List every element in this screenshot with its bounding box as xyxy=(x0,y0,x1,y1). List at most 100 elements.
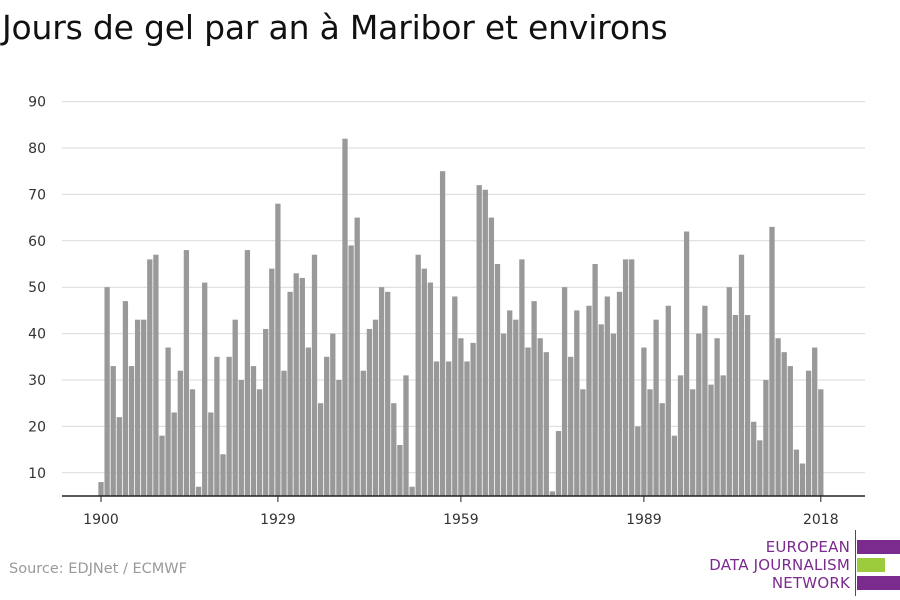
bar-1941 xyxy=(348,245,354,496)
bar-1916 xyxy=(195,486,202,496)
bar-1900 xyxy=(98,482,104,496)
y-tick-label-90: 90 xyxy=(28,95,46,111)
bar-1933 xyxy=(299,277,305,496)
bar-1909 xyxy=(153,254,159,496)
bar-1986 xyxy=(622,259,629,496)
bar-2008 xyxy=(757,440,763,496)
edjnet-logo[interactable]: EUROPEAN DATA JOURNALISM NETWORK xyxy=(700,530,900,596)
bar-1970 xyxy=(525,347,531,496)
y-tick-label-10: 10 xyxy=(28,466,46,482)
bar-1935 xyxy=(311,254,318,496)
y-tick-label-70: 70 xyxy=(28,187,46,203)
bar-1958 xyxy=(452,296,458,496)
bar-1977 xyxy=(568,356,574,496)
bar-2011 xyxy=(775,338,781,496)
bar-1925 xyxy=(250,366,257,496)
bar-1953 xyxy=(421,268,427,496)
bar-1962 xyxy=(476,185,482,496)
bar-1908 xyxy=(147,259,153,496)
bar-1982 xyxy=(598,324,604,496)
bar-1922 xyxy=(232,319,238,496)
bar-2001 xyxy=(714,338,720,496)
bar-1932 xyxy=(293,273,299,496)
bar-1938 xyxy=(330,333,336,496)
bar-1987 xyxy=(629,259,635,496)
bar-1918 xyxy=(208,412,214,496)
bars xyxy=(98,138,824,496)
bar-1993 xyxy=(665,305,671,496)
bar-1995 xyxy=(677,375,684,496)
bar-1963 xyxy=(482,189,488,496)
y-axis-ticks: 10 20 30 40 50 60 70 80 90 xyxy=(28,95,46,482)
bar-2009 xyxy=(763,380,769,496)
bar-1915 xyxy=(189,389,196,496)
bar-1904 xyxy=(122,301,129,496)
bar-1913 xyxy=(177,370,183,496)
bar-1910 xyxy=(159,435,165,496)
bar-1999 xyxy=(702,305,708,496)
bar-2005 xyxy=(738,254,745,496)
x-tick-label-1959: 1959 xyxy=(443,512,479,528)
bar-1929 xyxy=(275,203,281,496)
bar-2014 xyxy=(793,449,800,496)
bar-1919 xyxy=(214,356,220,496)
bar-1954 xyxy=(427,282,434,496)
bar-1952 xyxy=(415,254,421,496)
bar-1907 xyxy=(141,319,147,496)
bar-2010 xyxy=(769,226,775,496)
logo-bar-purple-top xyxy=(857,540,900,554)
bar-1920 xyxy=(220,454,226,496)
bar-1968 xyxy=(513,319,519,496)
bar-1979 xyxy=(580,389,586,496)
bar-1961 xyxy=(470,342,476,496)
bar-1959 xyxy=(458,338,464,496)
bar-1939 xyxy=(336,380,342,496)
logo-line-1: EUROPEAN xyxy=(765,538,850,556)
bar-2012 xyxy=(781,352,787,496)
y-tick-label-30: 30 xyxy=(28,373,46,389)
bar-1949 xyxy=(397,444,403,496)
y-tick-label-50: 50 xyxy=(28,280,46,296)
bar-1972 xyxy=(537,338,543,496)
x-tick-label-1929: 1929 xyxy=(260,512,296,528)
bar-1966 xyxy=(500,333,507,496)
bar-1964 xyxy=(488,217,495,496)
bar-1930 xyxy=(281,370,287,496)
bar-1969 xyxy=(519,259,525,496)
x-tick-label-1900: 1900 xyxy=(83,512,119,528)
y-tick-label-80: 80 xyxy=(28,141,46,157)
bar-2016 xyxy=(805,370,812,496)
bar-1927 xyxy=(263,328,269,496)
bar-2002 xyxy=(720,375,726,496)
bar-1976 xyxy=(561,287,568,496)
bar-1994 xyxy=(671,435,678,496)
bar-1943 xyxy=(360,370,366,496)
bar-1911 xyxy=(165,347,171,496)
y-tick-label-60: 60 xyxy=(28,234,46,250)
bar-1980 xyxy=(586,305,592,496)
bar-2006 xyxy=(744,315,751,496)
bar-1981 xyxy=(592,264,598,496)
bar-1934 xyxy=(305,347,312,496)
bar-1947 xyxy=(385,291,391,496)
bar-1971 xyxy=(531,301,537,496)
bar-1903 xyxy=(116,417,122,496)
bar-2004 xyxy=(732,315,739,496)
bar-1956 xyxy=(439,171,446,496)
bar-1902 xyxy=(110,366,116,496)
bar-2013 xyxy=(787,366,793,496)
bar-1942 xyxy=(354,217,360,496)
bar-2018 xyxy=(818,389,824,496)
bar-1951 xyxy=(409,486,415,496)
logo-bar-purple-bottom xyxy=(857,576,900,590)
logo-bar-green xyxy=(857,558,885,572)
bar-1948 xyxy=(391,403,397,496)
bar-2007 xyxy=(751,421,757,496)
bar-2000 xyxy=(708,384,714,496)
bar-2015 xyxy=(799,463,806,496)
bar-1975 xyxy=(555,431,562,496)
bar-1936 xyxy=(317,403,324,496)
bar-1905 xyxy=(128,366,135,496)
bar-1950 xyxy=(403,375,409,496)
